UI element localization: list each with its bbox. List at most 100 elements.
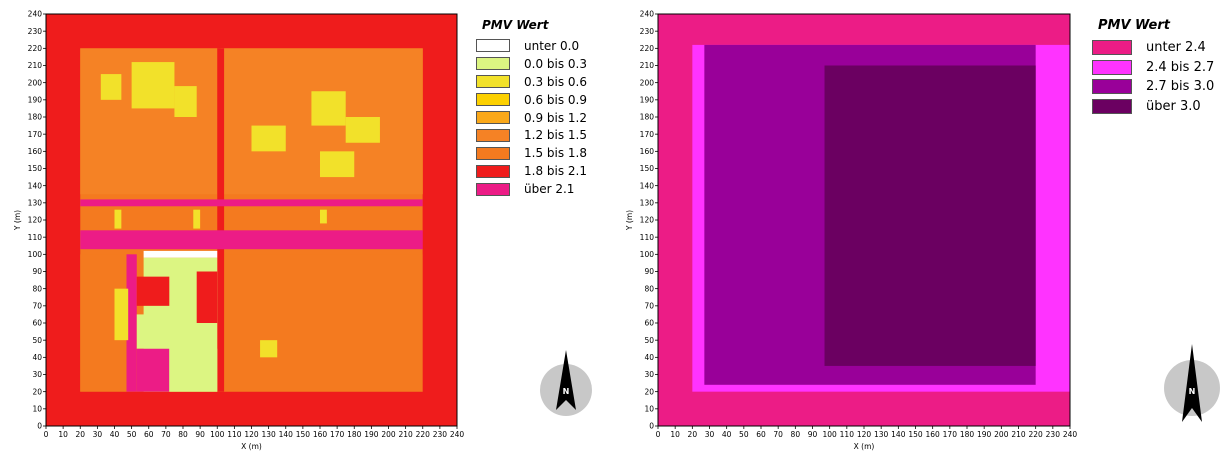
y-tick-label: 180 [28, 113, 43, 122]
y-axis-title: Y (m) [13, 210, 22, 231]
y-tick-label: 70 [644, 301, 654, 310]
x-tick-label: 50 [739, 430, 749, 439]
y-tick-label: 140 [28, 181, 43, 190]
map-region [136, 276, 170, 306]
legend-item: 1.8 bis 2.1 [476, 162, 587, 180]
legend-swatch [476, 182, 510, 196]
x-tick-label: 30 [93, 430, 103, 439]
y-tick-label: 230 [28, 27, 43, 36]
map-region [824, 65, 1036, 366]
y-tick-label: 130 [28, 198, 43, 207]
x-tick-label: 230 [433, 430, 448, 439]
compass-needle [1182, 344, 1202, 422]
y-tick-label: 210 [640, 61, 655, 70]
map-region [345, 117, 380, 143]
legend-item: unter 0.0 [476, 37, 587, 55]
compass-needle [556, 350, 576, 410]
y-tick-label: 190 [640, 95, 655, 104]
legend-label: über 3.0 [1146, 98, 1201, 114]
legend-label: 2.4 bis 2.7 [1146, 59, 1215, 75]
y-tick-label: 50 [32, 336, 42, 345]
y-tick-label: 110 [28, 233, 43, 242]
north-arrow-right: N [1162, 342, 1220, 422]
legend-label: 1.8 bis 2.1 [524, 164, 587, 179]
x-tick-label: 150 [908, 430, 923, 439]
y-tick-label: 20 [644, 387, 654, 396]
x-tick-label: 180 [960, 430, 975, 439]
x-tick-label: 80 [791, 430, 801, 439]
pmv-heatmap-left: 0 10 20 30 40 50 60 70 80 90 100 110 120 130 140 150 160… [13, 10, 464, 451]
y-tick-label: 160 [640, 147, 655, 156]
north-arrow-left: N [538, 348, 594, 418]
y-tick-label: 80 [32, 284, 42, 293]
legend-label: 0.0 bis 0.3 [524, 56, 587, 71]
legend-item: 0.3 bis 0.6 [476, 73, 587, 91]
legend-swatch [1092, 59, 1132, 75]
legend-swatch [1092, 98, 1132, 114]
x-tick-label: 90 [195, 430, 205, 439]
map-region [422, 194, 457, 392]
x-tick-label: 10 [670, 430, 680, 439]
x-tick-label: 10 [58, 430, 68, 439]
north-arrow-icon: N [1164, 344, 1220, 422]
legend-item: über 2.1 [476, 180, 587, 198]
x-tick-label: 130 [874, 430, 889, 439]
y-tick-label: 150 [640, 164, 655, 173]
legend-swatch [1092, 40, 1132, 56]
map-region [80, 199, 423, 207]
x-tick-label: 50 [127, 430, 137, 439]
legend-item: unter 2.4 [1092, 38, 1214, 58]
y-tick-label: 0 [649, 422, 654, 431]
legend-swatch [476, 57, 510, 71]
y-tick-label: 150 [28, 164, 43, 173]
y-tick-label: 130 [640, 198, 655, 207]
legend-label: unter 0.0 [524, 38, 580, 53]
legend-swatch [476, 75, 510, 89]
x-tick-label: 0 [656, 430, 661, 439]
y-tick-label: 240 [640, 10, 655, 19]
y-tick-label: 100 [28, 250, 43, 259]
y-tick-label: 170 [640, 130, 655, 139]
legend-label: 0.3 bis 0.6 [524, 74, 587, 89]
legend-swatch [476, 111, 510, 124]
legend-swatch [1092, 79, 1132, 95]
map-region [193, 209, 201, 229]
x-tick-label: 160 [313, 430, 328, 439]
legend-label: 0.6 bis 0.9 [524, 92, 587, 107]
legend-swatch [476, 93, 510, 107]
map-region [136, 314, 170, 349]
north-arrow-icon: N [540, 350, 592, 416]
pmv-heatmap-right: 0 10 20 30 40 50 60 70 80 90 100 110 120 130 140 150 160… [625, 10, 1077, 451]
x-tick-label: 140 [891, 430, 906, 439]
legend-label: 0.9 bis 1.2 [524, 110, 587, 125]
y-tick-label: 140 [640, 181, 655, 190]
x-tick-label: 190 [977, 430, 992, 439]
x-tick-label: 20 [688, 430, 698, 439]
x-tick-label: 30 [705, 430, 715, 439]
x-tick-label: 230 [1046, 430, 1061, 439]
x-tick-label: 100 [823, 430, 838, 439]
x-tick-label: 110 [227, 430, 242, 439]
x-tick-label: 150 [296, 430, 311, 439]
legend-swatch [476, 164, 510, 178]
pmv-map-right-panel: 0 10 20 30 40 50 60 70 80 90 100 110 120 130 140 150 160… [610, 0, 1220, 457]
y-tick-label: 10 [644, 404, 654, 413]
legend-item: 1.2 bis 1.5 [476, 126, 587, 144]
map-region [114, 288, 129, 341]
y-tick-label: 210 [28, 61, 43, 70]
x-tick-label: 220 [416, 430, 431, 439]
map-region [80, 230, 432, 250]
x-tick-label: 200 [381, 430, 396, 439]
legend-label: 1.2 bis 1.5 [524, 128, 587, 143]
legend-left: PMV Wert unter 0.0 0.0 bis 0.3 0.3 bis 0.6… [476, 18, 587, 198]
y-tick-label: 90 [644, 267, 654, 276]
x-tick-label: 90 [808, 430, 818, 439]
legend-item: 2.7 bis 3.0 [1092, 77, 1214, 97]
y-tick-label: 120 [28, 216, 43, 225]
x-tick-label: 100 [210, 430, 225, 439]
y-tick-label: 200 [640, 78, 655, 87]
y-tick-label: 60 [644, 319, 654, 328]
compass-north-label: N [563, 387, 570, 396]
x-tick-label: 200 [994, 430, 1009, 439]
y-tick-label: 230 [640, 27, 655, 36]
